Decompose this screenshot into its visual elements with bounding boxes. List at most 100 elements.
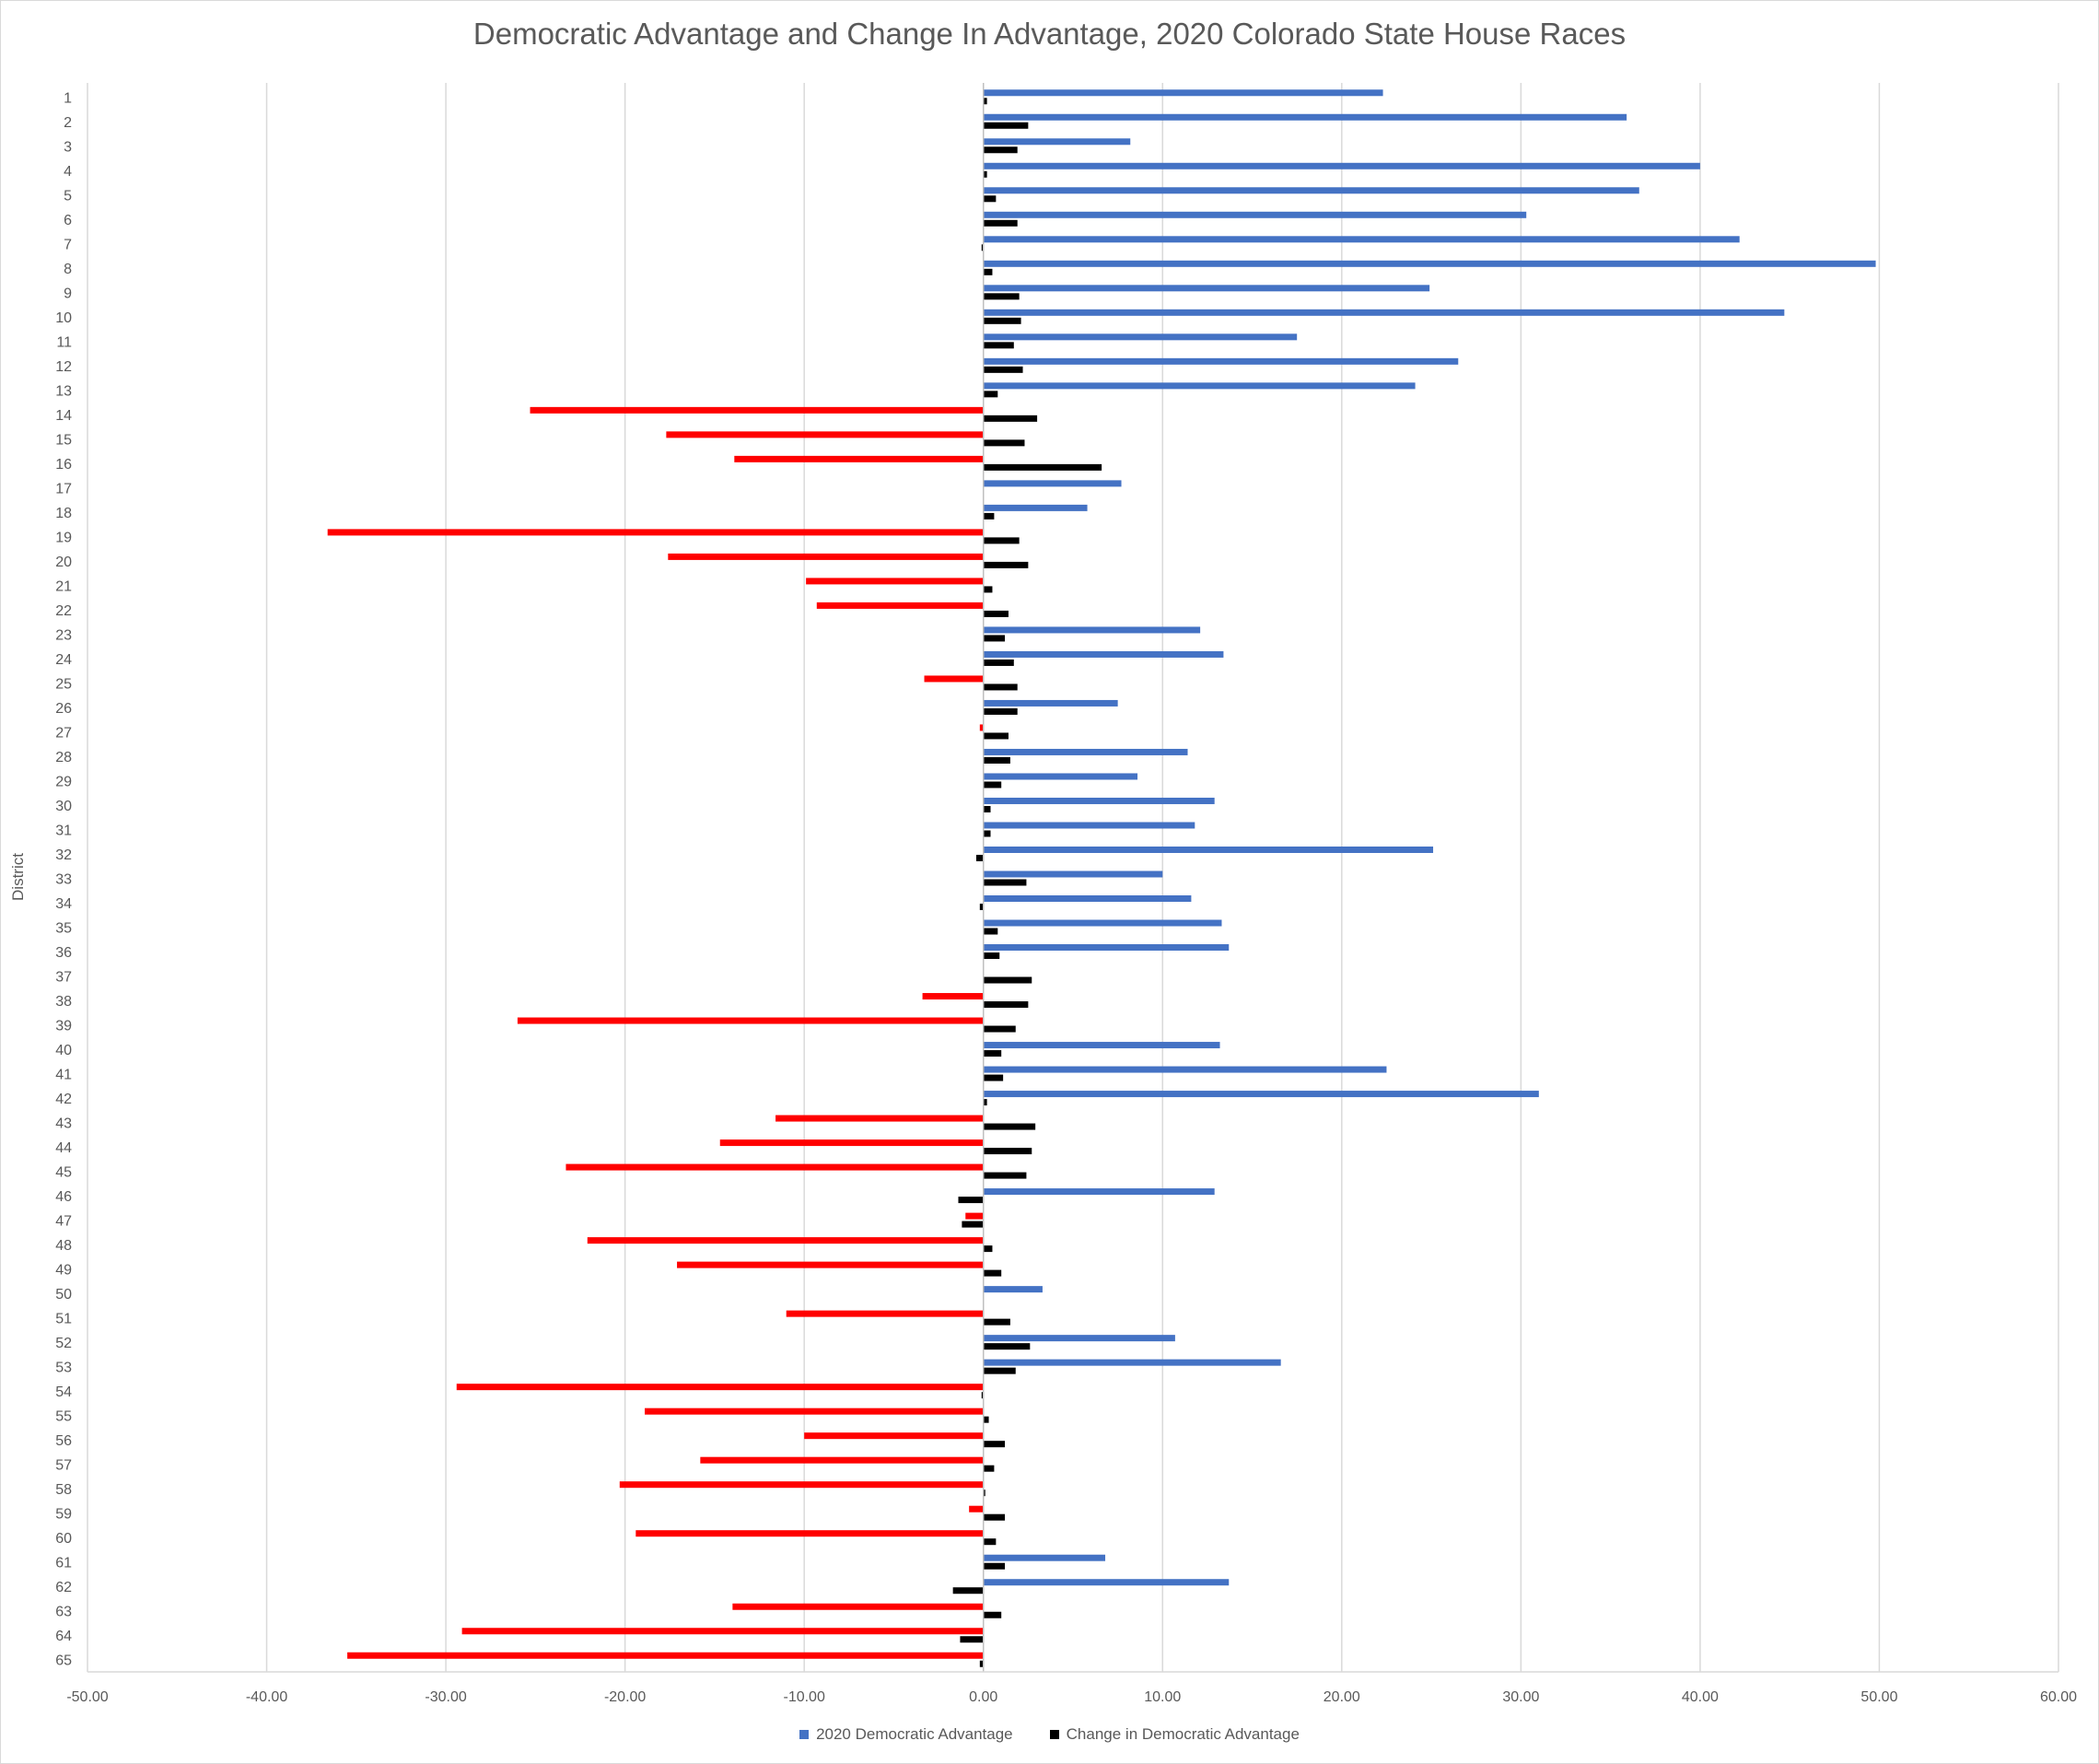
category-label: 56 [55,1433,72,1449]
bar-advantage [587,1237,984,1244]
category-label: 6 [64,213,72,228]
bar-advantage [983,89,1383,97]
category-label: 28 [55,750,72,765]
bar-advantage [983,1359,1281,1366]
bar-change [983,366,1023,373]
bar-change [983,1099,987,1106]
bar-advantage [530,406,984,414]
category-label: 34 [55,896,72,912]
bar-change [983,1074,1004,1081]
bar-change [983,561,1029,568]
bar-advantage [983,333,1298,341]
bar-change [983,1148,1032,1155]
bar-advantage [786,1310,984,1317]
bar-advantage [983,1091,1539,1098]
bar-advantage [983,285,1430,292]
bar-change [983,830,991,837]
category-label: 24 [55,652,72,668]
bar-change [983,1025,1016,1033]
bar-change [983,952,1000,960]
category-label: 41 [55,1068,72,1083]
category-label: 59 [55,1507,72,1523]
bar-change [983,1001,1029,1009]
x-tick-label: 40.00 [1682,1689,1719,1705]
bar-advantage [734,455,984,462]
bar-advantage [645,1408,984,1415]
bar-advantage [983,773,1138,780]
category-label: 4 [64,164,72,180]
category-label: 62 [55,1580,72,1595]
bar-advantage [732,1603,984,1610]
bar-advantage [775,1115,984,1122]
bar-change [983,439,1025,447]
category-label: 40 [55,1043,72,1058]
bar-change [983,1416,989,1423]
bar-advantage [983,944,1230,952]
category-label: 39 [55,1019,72,1034]
bar-advantage [969,1505,984,1513]
category-label: 11 [56,334,72,350]
bar-advantage [983,1579,1230,1586]
bar-change [983,98,987,105]
category-label: 55 [55,1409,72,1425]
category-label: 21 [55,578,72,594]
category-label: 31 [55,823,72,838]
x-tick-label: 30.00 [1502,1689,1539,1705]
bar-change [960,1636,984,1643]
bar-advantage [983,797,1215,804]
bar-advantage [719,1139,984,1147]
legend-swatch-series-2 [1049,1730,1059,1739]
category-label: 26 [55,701,72,717]
bar-change [983,391,998,398]
bar-advantage [983,162,1700,169]
bar-change [983,1465,995,1472]
bar-change [983,1123,1036,1130]
bar-advantage [983,1335,1175,1342]
bar-change [981,244,984,251]
bar-advantage [979,724,984,731]
legend-swatch-series-1 [799,1730,810,1739]
bar-advantage [619,1481,984,1489]
legend: 2020 Democratic Advantage Change in Demo… [0,1725,2099,1744]
bar-change [983,1172,1027,1179]
bar-change [983,1343,1031,1350]
bar-change [983,195,997,203]
category-label: 30 [55,799,72,814]
category-label: 48 [55,1238,72,1254]
category-label: 15 [55,432,72,448]
legend-label-series-1: 2020 Democratic Advantage [816,1725,1013,1743]
bar-advantage [922,993,984,1000]
bar-advantage [566,1163,984,1171]
category-label: 49 [55,1263,72,1279]
bar-advantage [983,1042,1220,1049]
bar-change [975,854,984,861]
category-label: 12 [55,359,72,375]
bar-advantage [636,1530,984,1537]
bar-advantage [983,236,1740,243]
x-tick-label: -30.00 [425,1689,466,1705]
bar-advantage [668,553,984,560]
bar-change [962,1221,984,1228]
bar-change [983,219,1018,227]
bar-advantage [983,309,1785,316]
bar-change [983,293,1020,300]
x-tick-label: -10.00 [783,1689,824,1705]
bar-advantage [456,1384,984,1391]
bar-change [983,756,1010,764]
x-tick-label: 50.00 [1860,1689,1897,1705]
bar-change [979,1660,984,1667]
bar-change [983,635,1006,642]
bar-change [983,1441,1006,1448]
category-label: 37 [55,970,72,986]
bar-change [983,707,1018,715]
category-label: 9 [64,286,72,301]
bar-change [983,976,1032,984]
bar-advantage [347,1652,984,1659]
bar-advantage [965,1212,984,1220]
x-tick-label: 20.00 [1324,1689,1360,1705]
bar-advantage [983,211,1527,218]
category-label: 58 [55,1482,72,1498]
bar-advantage [983,1066,1387,1073]
bar-change [958,1197,984,1204]
category-label: 65 [55,1653,72,1669]
